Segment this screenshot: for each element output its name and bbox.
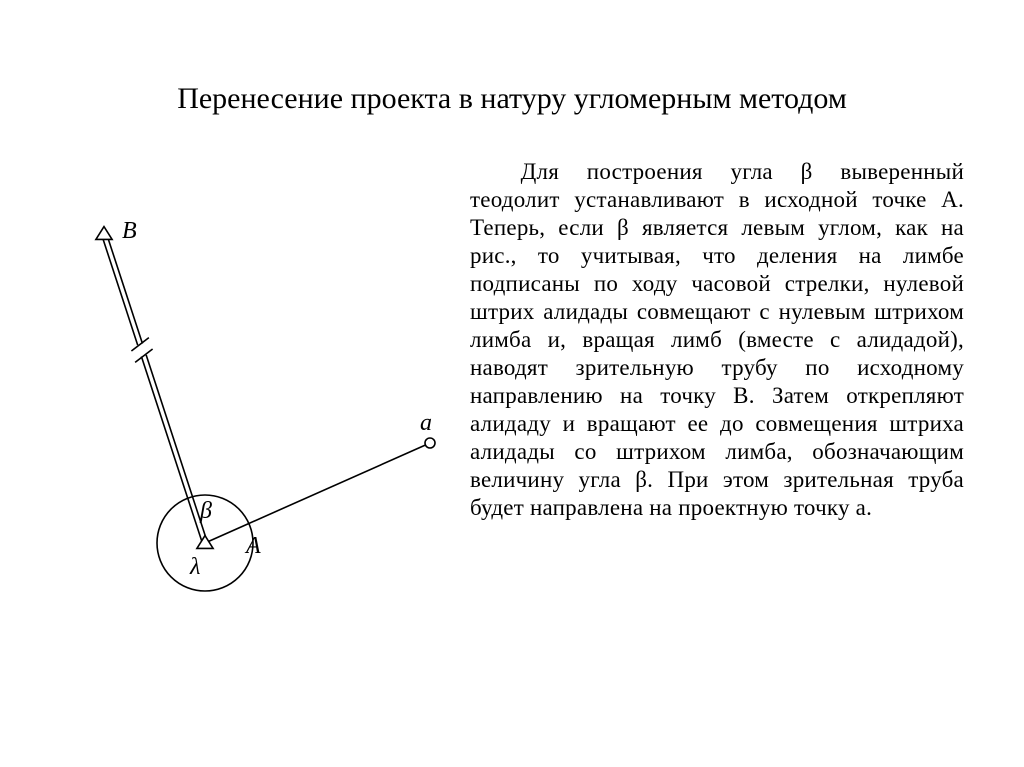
svg-text:β: β [199, 498, 212, 524]
slide-page: Перенесение проекта в натуру угломерным … [0, 0, 1024, 767]
angle-diagram: Ba Aλ β [60, 198, 440, 638]
page-title: Перенесение проекта в натуру угломерным … [60, 80, 964, 118]
body-paragraph: Для построения угла β выверенный теодоли… [470, 158, 964, 523]
svg-text:A: A [244, 533, 261, 559]
svg-text:a: a [420, 410, 432, 436]
svg-text:λ: λ [189, 554, 200, 580]
svg-text:B: B [122, 218, 137, 244]
content-row: Ba Aλ β Для построения угла β выверенный т… [60, 158, 964, 728]
